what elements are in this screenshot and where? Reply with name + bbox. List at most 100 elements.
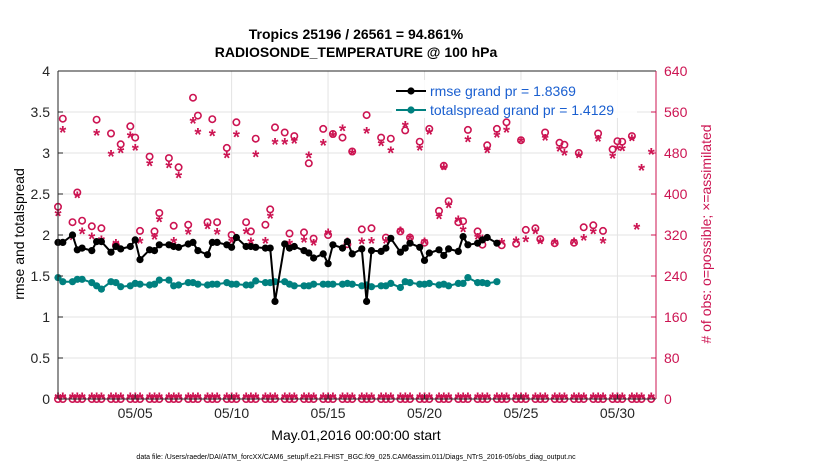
rmse-point [59,238,67,246]
obs-assimilated-point: * [599,234,606,254]
obs-possible-point [73,188,82,197]
y-tick-label: 1 [42,309,50,325]
obs-possible-point [232,118,241,127]
obs-assimilated-point: * [551,235,558,255]
x-tick-label: 05/15 [311,405,346,421]
rmse-point [396,248,404,256]
obs-assimilated-point: * [339,122,346,142]
obs-possible-point [87,222,96,231]
y-tick-label: 0 [42,391,50,407]
obs-possible-point [155,209,164,218]
rmse-point [493,239,501,247]
obs-assimilated-point: * [484,144,491,164]
obs-assimilated-point: * [79,225,86,245]
rmse-point [329,241,337,249]
obs-possible-point [598,226,607,235]
obs-possible-point [348,147,357,156]
rmse-point [319,250,327,258]
obs-assimilated-point: * [151,230,158,250]
obs-possible-point [126,122,135,131]
obs-possible-point [483,141,492,150]
rmse-point [68,231,77,239]
obs-assimilated-point: * [570,235,577,255]
obs-assimilated-point: * [556,142,563,162]
obs-possible-point [164,154,173,163]
rmse-point [97,238,105,246]
spread-point [459,279,467,287]
rmse-point [483,233,491,242]
obs-assimilated-point: * [522,233,529,253]
obs-possible-point [208,115,217,124]
rmse-point [107,248,115,256]
obs-assimilated-point: * [69,231,76,251]
obs-assimilated-point: * [271,135,278,155]
obs-assimilated-point: * [628,132,635,152]
obs-possible-point [266,205,275,214]
obs-possible-point [618,137,627,146]
obs-possible-point [434,206,443,215]
obs-possible-point [396,227,405,236]
rmse-point [281,240,289,248]
y2-tick-label: 240 [664,268,688,284]
obs-assimilated-point: * [517,133,524,153]
rmse-point [338,244,347,252]
rmse-point [358,245,366,253]
obs-possible-point [304,159,313,168]
obs-assimilated-point: * [127,129,134,149]
chart-title: Tropics 25196 / 26561 = 94.861% [249,26,464,42]
y-tick-label: 4 [42,63,50,79]
obs-possible-point [608,145,617,154]
x-tick-label: 05/20 [407,405,442,421]
spread-point [175,281,183,289]
rmse-point [78,244,86,252]
obs-assimilated-point: * [460,222,467,242]
obs-assimilated-point: * [387,144,394,164]
spread-point [348,280,356,288]
obs-possible-point [367,224,376,233]
rmse-point [420,256,429,264]
spread-point [396,283,404,292]
obs-assimilated-point: * [633,220,640,240]
obs-assimilated-point: * [513,234,520,254]
obs-assimilated-point: * [175,169,182,189]
rmse-point [175,243,183,251]
obs-possible-point [242,218,251,227]
obs-possible-point [136,226,145,235]
obs-assimilated-point: * [117,144,124,164]
obs-assimilated-point: * [146,156,153,176]
obs-possible-point [338,133,347,142]
x-tick-label: 05/30 [600,405,635,421]
y-tick-label: 2 [42,227,50,243]
obs-assimilated-point: * [88,230,95,250]
obs-assimilated-point: * [368,234,375,254]
obs-assimilated-point: * [209,127,216,147]
data-file-footnote: data file: /Users/raeder/DAI/ATM_forcXX/… [136,454,576,461]
obs-possible-point [473,227,482,236]
obs-possible-point [454,218,463,227]
spread-point [117,283,125,291]
rmse-point [155,241,163,249]
rmse-point [136,256,144,264]
obs-assimilated-point: * [252,148,259,168]
y-tick-label: 2.5 [31,186,51,202]
spread-point [97,285,105,293]
spread-point [150,280,159,288]
obs-assimilated-point: * [194,125,201,145]
obs-assimilated-point: * [498,235,505,255]
obs-possible-point [328,130,337,139]
obs-assimilated-point: * [648,145,655,165]
rmse-point [232,233,240,242]
obs-possible-point [550,239,559,248]
spread-point [78,275,86,283]
rmse-point [271,297,279,305]
obs-possible-point [420,238,429,247]
x-tick-label: 05/25 [503,405,538,421]
obs-assimilated-point: * [136,234,143,254]
rmse-point [367,247,376,255]
rmse-point [189,238,197,246]
legend-box [392,80,637,118]
obs-assimilated-point: * [74,189,81,209]
rmse-point [126,242,134,251]
